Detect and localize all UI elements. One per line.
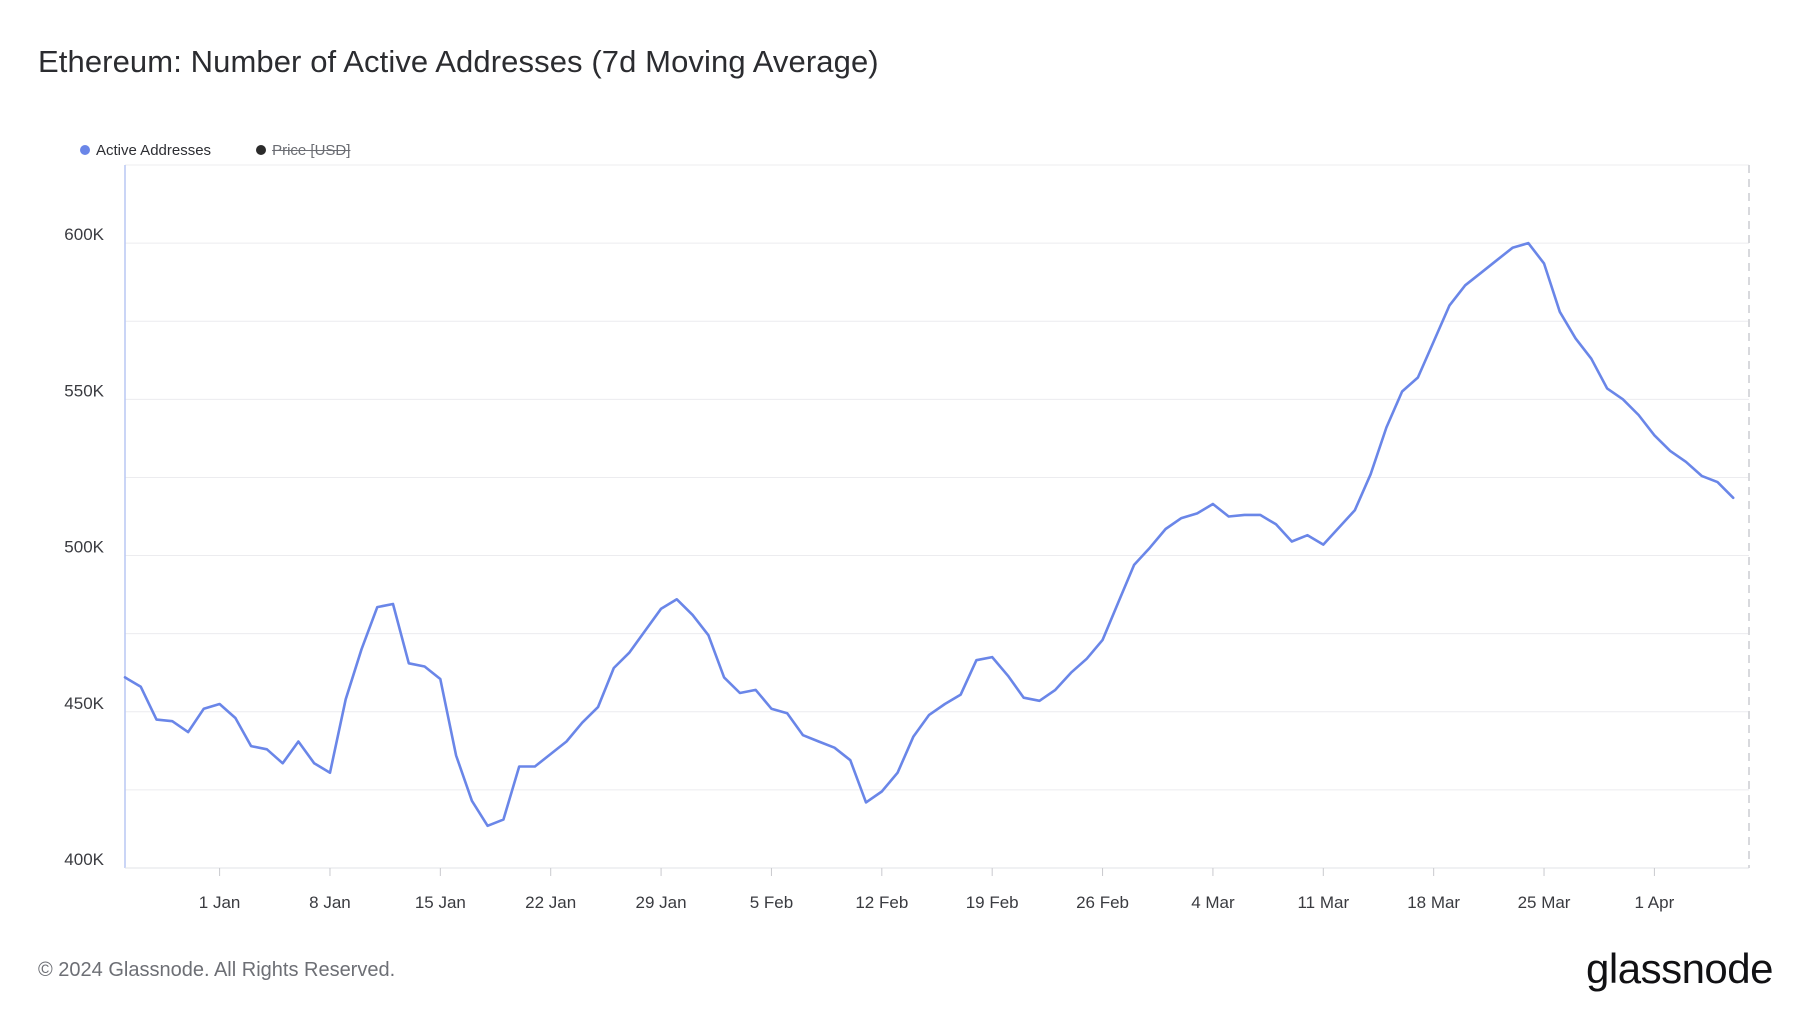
legend-item-active-addresses[interactable]: Active Addresses xyxy=(80,142,211,159)
x-tick-label: 1 Apr xyxy=(1635,893,1675,912)
x-tick-label: 11 Mar xyxy=(1297,893,1349,912)
x-tick-label: 25 Mar xyxy=(1518,893,1571,912)
y-tick-label: 550K xyxy=(64,381,104,400)
y-tick-label: 500K xyxy=(64,538,104,557)
x-tick-label: 29 Jan xyxy=(636,893,687,912)
grid-layer xyxy=(125,164,1749,869)
chart-title: Ethereum: Number of Active Addresses (7d… xyxy=(38,44,879,79)
y-tick-label: 450K xyxy=(64,694,104,713)
series-layer xyxy=(123,241,1735,828)
x-tick-label: 1 Jan xyxy=(199,893,241,912)
x-tick-label: 19 Feb xyxy=(966,893,1019,912)
legend-label-active-addresses: Active Addresses xyxy=(96,141,212,159)
legend-item-price-usd[interactable]: Price [USD] xyxy=(256,142,350,159)
series-line-active-addresses[interactable] xyxy=(123,241,1735,828)
x-tick-label: 18 Mar xyxy=(1407,893,1460,912)
x-tick-label: 5 Feb xyxy=(750,893,793,912)
legend-dot-active-addresses-icon xyxy=(80,145,90,155)
legend-label-price-usd: Price [USD] xyxy=(272,141,351,159)
x-tick-label: 12 Feb xyxy=(855,893,908,912)
legend: Active Addresses Price [USD] xyxy=(80,140,395,160)
x-tick-label: 8 Jan xyxy=(309,893,351,912)
x-tick-label: 4 Mar xyxy=(1191,893,1235,912)
axis-layer: 400K 450K 500K 550K 600K 1 Jan 8 Jan 15 Jan 22 J… xyxy=(64,165,1750,912)
legend-dot-price-usd-icon xyxy=(256,145,267,155)
x-tick-label: 26 Feb xyxy=(1076,893,1129,912)
copyright-text: © 2024 Glassnode. All Rights Reserved. xyxy=(38,959,396,981)
y-tick-label: 600K xyxy=(64,225,104,244)
x-tick-label: 22 Jan xyxy=(525,893,576,912)
glassnode-logo[interactable]: glassnode xyxy=(1586,945,1773,992)
x-tick-label: 15 Jan xyxy=(415,893,466,912)
y-tick-label: 400K xyxy=(64,850,104,869)
